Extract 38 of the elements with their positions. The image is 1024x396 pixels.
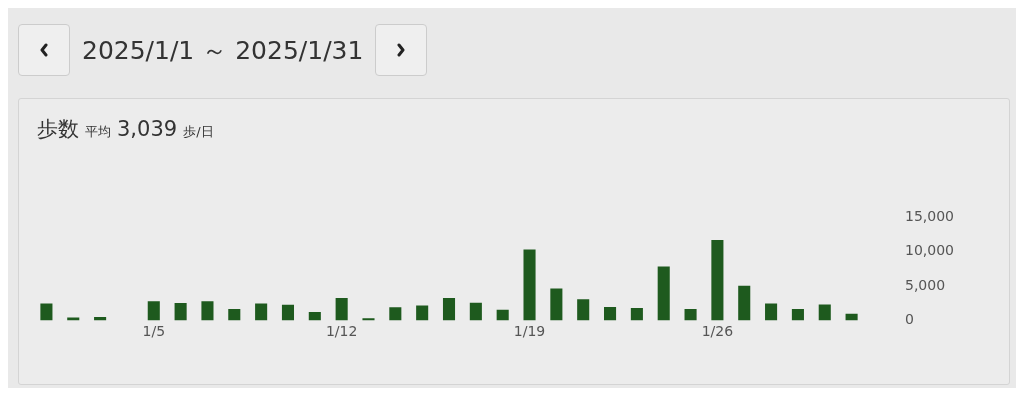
bar xyxy=(684,309,697,321)
bar xyxy=(416,305,429,321)
bar xyxy=(362,318,375,321)
y-tick-label: 0 xyxy=(905,311,914,328)
bar xyxy=(577,299,590,321)
bar xyxy=(604,307,617,321)
bar xyxy=(523,249,536,321)
y-tick-label: 10,000 xyxy=(905,242,955,259)
bar xyxy=(389,307,402,321)
x-tick-label: 1/5 xyxy=(142,322,166,339)
bar xyxy=(791,309,804,321)
bar xyxy=(255,303,268,321)
bar xyxy=(496,309,509,321)
bar xyxy=(281,304,295,321)
bar xyxy=(738,285,751,321)
bar xyxy=(657,266,670,321)
text: 2025/1/1 ～ 2025/1/31 xyxy=(82,34,364,67)
bar xyxy=(442,297,456,321)
x-tick-label: 1/12 xyxy=(325,322,358,339)
bar xyxy=(765,303,778,321)
bar xyxy=(201,301,214,321)
bar xyxy=(308,312,321,321)
y-tick-label: 15,000 xyxy=(905,208,955,225)
bar xyxy=(228,308,241,321)
bar xyxy=(174,303,187,321)
x-tick-label: 1/19 xyxy=(513,322,546,339)
bar xyxy=(469,302,482,321)
y-tick-label: 5,000 xyxy=(905,276,946,293)
bar xyxy=(550,288,563,321)
bar xyxy=(818,304,831,321)
bar xyxy=(40,303,53,321)
chart-subtitle: 平均 3,039 歩/日 xyxy=(85,117,214,141)
chart-title: 歩数 xyxy=(37,116,79,143)
bar xyxy=(147,301,160,321)
bar xyxy=(335,297,348,321)
bar xyxy=(711,240,724,321)
bar xyxy=(630,308,643,321)
x-tick-label: 1/26 xyxy=(701,322,734,339)
